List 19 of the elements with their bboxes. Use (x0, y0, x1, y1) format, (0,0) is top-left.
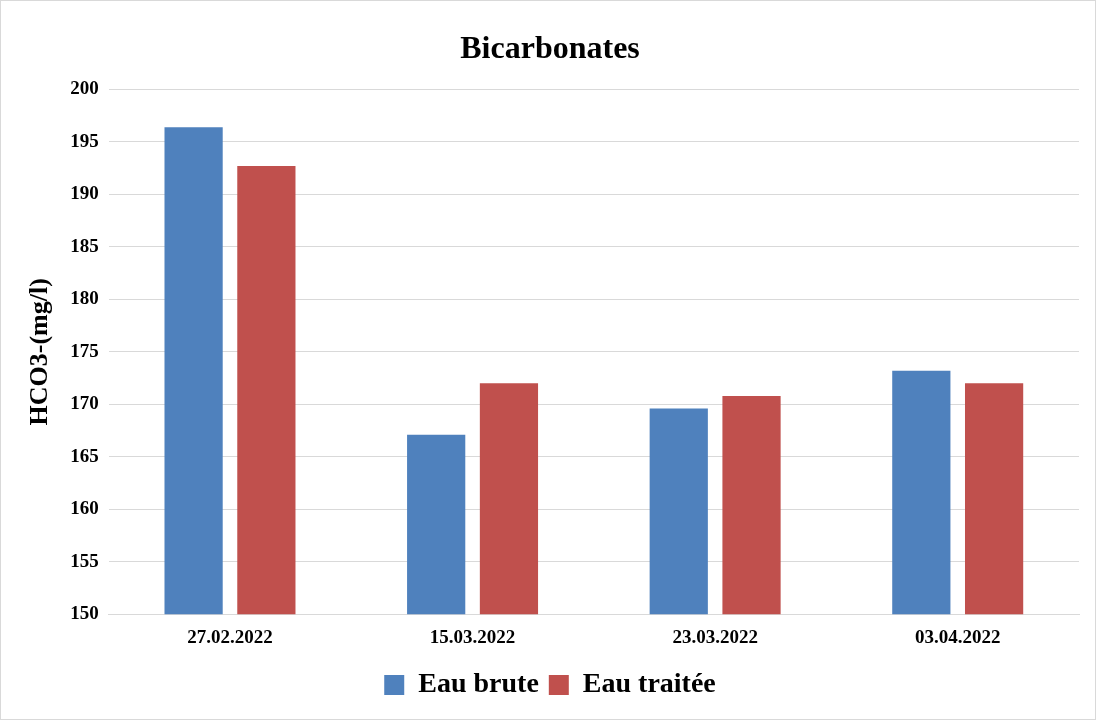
y-tick-label: 170 (70, 392, 99, 414)
chart-title: Bicarbonates (460, 29, 640, 66)
x-tick-label: 15.03.2022 (429, 625, 516, 647)
y-tick-label: 180 (70, 287, 99, 309)
x-tick-label: 27.02.2022 (187, 625, 273, 647)
legend-label: Eau brute (418, 667, 539, 699)
y-axis-title: HCO3-(mg/l) (24, 278, 54, 426)
x-tick-label: 03.04.2022 (914, 625, 1001, 647)
y-tick-label: 190 (70, 182, 99, 204)
y-tick-label: 155 (70, 549, 99, 571)
y-tick-label: 175 (70, 339, 99, 361)
y-tick-label: 165 (70, 444, 99, 466)
legend-label: Eau traitée (582, 667, 716, 699)
y-tick-label: 150 (70, 602, 99, 624)
y-tick-label: 200 (70, 77, 99, 99)
x-tick-label: 23.03.2022 (672, 625, 758, 647)
y-tick-label: 160 (70, 497, 99, 519)
y-tick-label: 185 (70, 234, 99, 256)
y-tick-label: 195 (70, 129, 99, 151)
